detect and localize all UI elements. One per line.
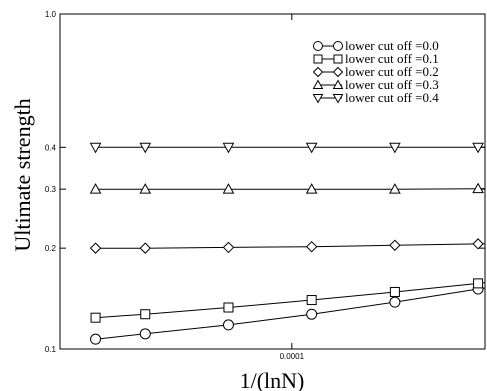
series-1 — [90, 278, 486, 323]
series-0 — [90, 283, 486, 345]
series-3 — [89, 182, 486, 194]
circle-marker — [139, 328, 151, 340]
triangle-down-marker — [89, 142, 102, 154]
triangle-up-marker — [222, 183, 235, 194]
diamond-marker — [89, 242, 102, 254]
series-4 — [89, 142, 485, 154]
circle-marker — [389, 296, 401, 308]
legend-label: lower cut off =0.2 — [345, 64, 439, 79]
y-tick-label: 0.4 — [45, 143, 57, 152]
diamond-marker — [312, 66, 324, 78]
square-marker — [140, 309, 151, 320]
square-marker — [90, 312, 101, 323]
triangle-down-marker — [332, 94, 344, 104]
series-line — [95, 282, 486, 319]
legend-item: lower cut off =0.2 — [312, 64, 439, 79]
triangle-up-marker — [472, 182, 484, 194]
square-marker — [306, 295, 317, 306]
circle-marker — [306, 308, 318, 320]
triangle-down-marker — [389, 142, 401, 154]
x-axis-label: 1/(lnN) — [240, 368, 305, 391]
circle-marker — [313, 41, 323, 51]
circle-marker — [222, 319, 234, 331]
square-marker — [313, 54, 323, 64]
diamond-marker — [222, 241, 235, 254]
y-tick-label: 1.0 — [45, 10, 57, 19]
data-series — [89, 142, 486, 345]
diamond-marker — [305, 241, 318, 253]
legend-item: lower cut off =0.4 — [312, 90, 439, 105]
triangle-down-marker — [222, 142, 235, 154]
y-tick-label: 0.3 — [45, 185, 57, 194]
square-marker — [223, 302, 234, 313]
triangle-down-marker — [312, 94, 324, 104]
series-line — [95, 188, 486, 190]
legend-item: lower cut off =0.0 — [313, 38, 439, 53]
square-marker — [473, 278, 484, 289]
y-tick-label: 0.1 — [45, 345, 57, 354]
legend-label: lower cut off =0.0 — [345, 38, 439, 53]
plot-frame — [59, 13, 486, 350]
y-tick-label: 0.2 — [45, 244, 57, 253]
diamond-marker — [472, 238, 484, 250]
triangle-up-marker — [332, 79, 344, 89]
series-line — [95, 243, 486, 249]
legend-label: lower cut off =0.1 — [345, 51, 439, 66]
square-marker — [389, 286, 400, 297]
series-2 — [89, 238, 486, 254]
diamond-marker — [389, 239, 401, 251]
triangle-up-marker — [89, 183, 102, 194]
circle-marker — [90, 333, 102, 345]
legend-label: lower cut off =0.3 — [345, 77, 439, 92]
y-axis-label: Ultimate strength — [10, 98, 35, 251]
legend-item: lower cut off =0.1 — [313, 51, 439, 66]
legend-item: lower cut off =0.3 — [312, 77, 439, 92]
triangle-up-marker — [389, 183, 401, 194]
triangle-down-marker — [139, 142, 152, 154]
triangle-up-marker — [305, 183, 318, 194]
legend-label: lower cut off =0.4 — [345, 90, 439, 105]
x-tick-label: 0.0001 — [280, 352, 305, 361]
circle-marker — [333, 41, 343, 51]
diamond-marker — [139, 242, 151, 254]
triangle-up-marker — [312, 79, 324, 89]
diamond-marker — [332, 66, 344, 78]
axis-ticks: 0.1 0.2 0.3 0.4 1.0 0.0001 — [45, 10, 485, 361]
triangle-up-marker — [139, 183, 152, 194]
square-marker — [333, 54, 343, 64]
triangle-down-marker — [305, 142, 318, 154]
triangle-down-marker — [472, 142, 484, 154]
